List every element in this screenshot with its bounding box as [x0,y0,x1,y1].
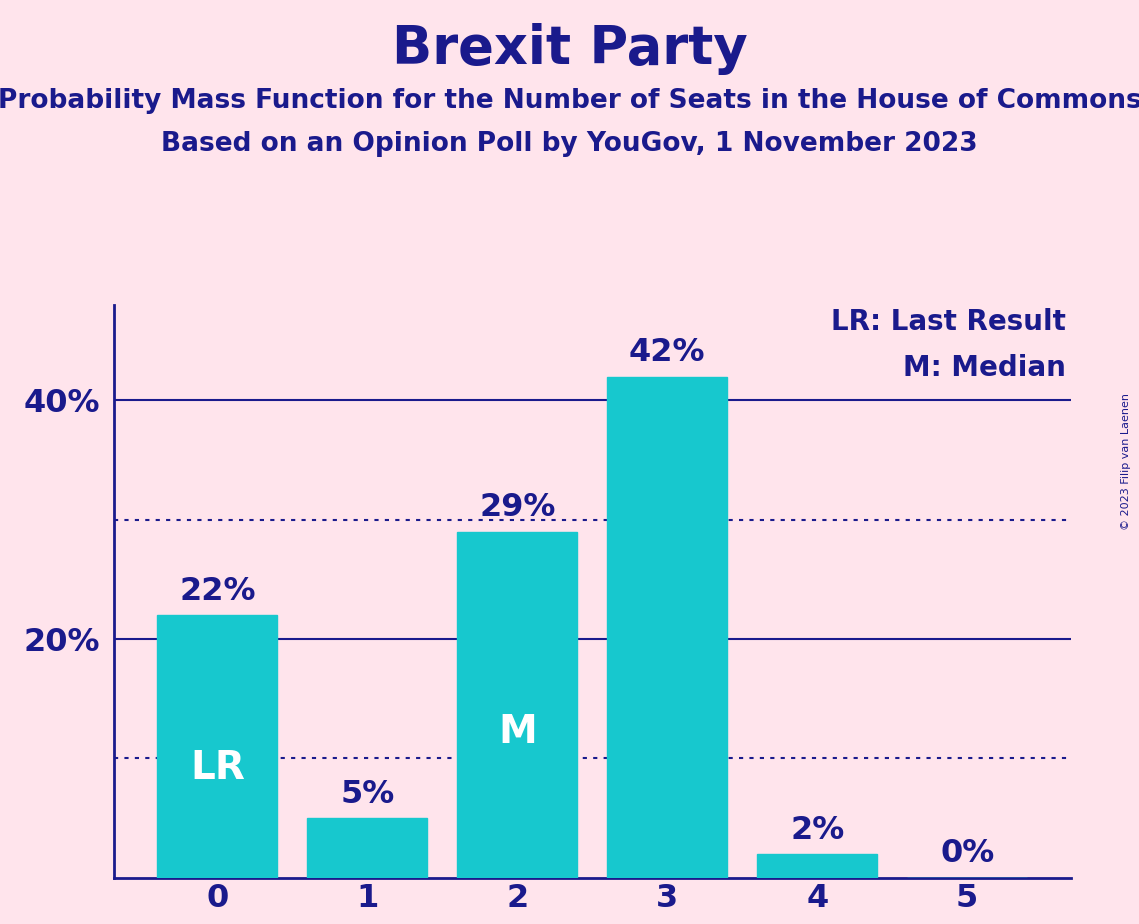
Text: 5%: 5% [341,779,394,809]
Bar [458,531,577,878]
Text: LR: Last Result: LR: Last Result [831,308,1066,335]
Text: M: Median: M: Median [903,354,1066,382]
Text: 42%: 42% [629,337,705,368]
Bar [157,615,278,878]
Bar [308,818,427,878]
Text: 2%: 2% [790,815,844,845]
Text: 29%: 29% [480,492,556,523]
Text: LR: LR [190,748,245,786]
Text: Based on an Opinion Poll by YouGov, 1 November 2023: Based on an Opinion Poll by YouGov, 1 No… [162,131,977,157]
Text: Brexit Party: Brexit Party [392,23,747,75]
Text: 0%: 0% [940,838,994,869]
Text: Probability Mass Function for the Number of Seats in the House of Commons: Probability Mass Function for the Number… [0,88,1139,114]
Text: 22%: 22% [179,576,255,607]
Text: © 2023 Filip van Laenen: © 2023 Filip van Laenen [1121,394,1131,530]
Bar [607,377,727,878]
Text: M: M [498,713,536,751]
Bar [757,854,877,878]
